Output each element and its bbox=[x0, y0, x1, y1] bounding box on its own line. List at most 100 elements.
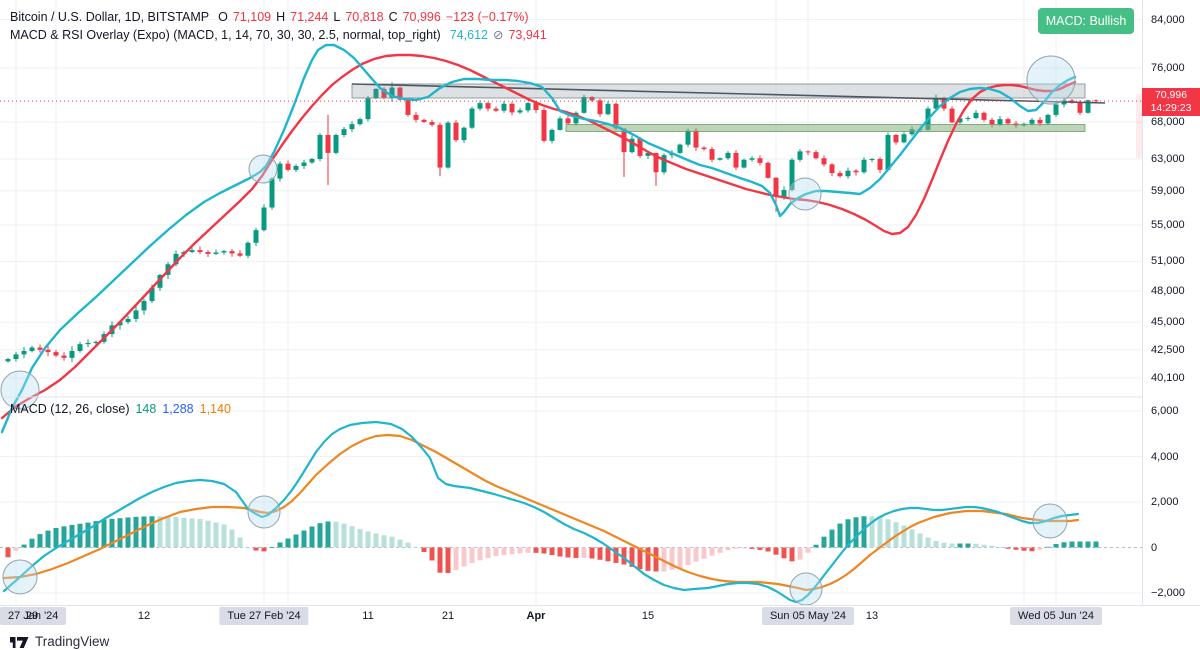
highlight-circle[interactable] bbox=[248, 154, 278, 184]
candle-body bbox=[317, 134, 323, 159]
candle-body bbox=[877, 159, 883, 170]
highlight-circle[interactable] bbox=[1026, 55, 1076, 105]
highlight-circle[interactable] bbox=[1032, 503, 1068, 539]
price-tick-label: 63,000 bbox=[1151, 153, 1185, 165]
macd-histogram-bar bbox=[301, 530, 307, 548]
price-tick-label: 84,000 bbox=[1151, 13, 1185, 26]
header-token: L bbox=[333, 10, 341, 24]
candle-body bbox=[533, 103, 539, 111]
macd-histogram-bar bbox=[461, 547, 467, 567]
candle-body bbox=[469, 108, 475, 128]
macd-histogram-bar bbox=[949, 543, 955, 548]
time-tick-label: 21 bbox=[441, 610, 455, 622]
supply-zone-band[interactable] bbox=[351, 83, 1086, 99]
price-range-strip bbox=[1136, 94, 1142, 158]
highlight-circle[interactable] bbox=[0, 370, 40, 410]
candle-body bbox=[277, 163, 283, 179]
macd-pane-label[interactable]: MACD (12, 26, close) 148 1,288 1,140 bbox=[10, 402, 237, 416]
macd-histogram-bar bbox=[189, 518, 195, 548]
candle-body bbox=[765, 162, 771, 178]
macd-histogram-bar bbox=[941, 542, 947, 548]
macd-histogram-bar bbox=[261, 547, 267, 552]
candle-body bbox=[581, 96, 587, 113]
indicator-header[interactable]: MACD & RSI Overlay (Expo) (MACD, 1, 14, … bbox=[10, 27, 552, 42]
candle-body bbox=[893, 134, 899, 143]
macd-histogram-bar bbox=[485, 547, 491, 558]
macd-histogram-bar bbox=[173, 517, 179, 548]
highlight-circle[interactable] bbox=[788, 177, 822, 211]
macd-histogram-bar bbox=[45, 530, 51, 548]
symbol-header[interactable]: Bitcoin / U.S. Dollar, 1D, BITSTAMP O 71,1… bbox=[10, 10, 534, 24]
price-tick-label: 68,000 bbox=[1151, 115, 1185, 128]
time-tick-label: 13 bbox=[865, 610, 879, 622]
time-tick-label: Apr bbox=[526, 610, 546, 622]
candle-body bbox=[29, 347, 35, 351]
candle-body bbox=[349, 124, 355, 130]
candle-body bbox=[757, 158, 763, 163]
macd-histogram-bar bbox=[533, 547, 539, 553]
macd-histogram-bar bbox=[253, 547, 259, 551]
macd-signal-badge: MACD: Bullish bbox=[1038, 8, 1134, 34]
candle-body bbox=[493, 108, 499, 111]
trendline[interactable] bbox=[351, 83, 1106, 104]
macd-histogram-bar bbox=[589, 547, 595, 559]
macd-histogram-bar bbox=[149, 516, 155, 548]
highlight-circle[interactable] bbox=[789, 572, 823, 606]
highlight-circle[interactable] bbox=[2, 559, 38, 595]
candle-body bbox=[1053, 104, 1059, 115]
macd-histogram-bar bbox=[837, 523, 843, 548]
macd-histogram-bar bbox=[813, 544, 819, 548]
candle-body bbox=[253, 230, 259, 243]
candle-body bbox=[221, 251, 227, 253]
macd-histogram-bar bbox=[965, 543, 971, 548]
candle-body bbox=[749, 158, 755, 160]
macd-histogram-bar bbox=[669, 547, 675, 570]
candle-body bbox=[613, 103, 619, 129]
candle-body bbox=[709, 149, 715, 160]
candle-body bbox=[197, 250, 203, 253]
candle-body bbox=[733, 152, 739, 168]
candle-body bbox=[421, 119, 427, 122]
macd-histogram-bar bbox=[933, 541, 939, 548]
attribution[interactable]: TradingView bbox=[10, 634, 109, 649]
macd-histogram-bar bbox=[853, 517, 859, 548]
candle-body bbox=[325, 134, 331, 153]
macd-histogram-bar bbox=[517, 547, 523, 554]
macd-histogram-bar bbox=[909, 529, 915, 548]
time-axis[interactable]: 27 Jan '24 29 12 Tue 27 Feb '24 11 21 Apr 15 Sun… bbox=[0, 605, 1200, 629]
candle-body bbox=[693, 130, 699, 148]
macd-histogram-bar bbox=[69, 524, 75, 548]
candle-body bbox=[1037, 119, 1043, 124]
candle-body bbox=[517, 110, 523, 113]
slow-ma-line bbox=[0, 53, 1077, 420]
candle-body bbox=[285, 163, 291, 170]
candle-body bbox=[117, 322, 123, 326]
candle-body bbox=[541, 110, 547, 141]
candle-body bbox=[301, 162, 307, 166]
macd-tick-label: 0 bbox=[1151, 541, 1158, 554]
macd-tick-label: 6,000 bbox=[1151, 405, 1179, 417]
macd-histogram-bar bbox=[981, 544, 987, 548]
macd-histogram-bar bbox=[925, 537, 931, 548]
indicator-token: ⊘ bbox=[492, 28, 504, 42]
indicator-token: MACD & RSI Overlay (Expo) (MACD, 1, 14, … bbox=[10, 28, 441, 42]
candle-body bbox=[869, 159, 875, 160]
candle-body bbox=[173, 253, 179, 265]
candle-body bbox=[205, 252, 211, 254]
candle-body bbox=[357, 119, 363, 125]
macd-histogram-bar bbox=[885, 519, 891, 548]
candle-body bbox=[77, 344, 83, 351]
time-tick-label: 12 bbox=[137, 610, 151, 622]
highlight-circle[interactable] bbox=[247, 495, 281, 529]
candle-body bbox=[245, 242, 251, 256]
candle-body bbox=[1005, 119, 1011, 124]
macd-histogram-bar bbox=[493, 547, 499, 557]
candle-body bbox=[437, 124, 443, 168]
candle-body bbox=[413, 114, 419, 120]
demand-zone-band[interactable] bbox=[565, 124, 1086, 132]
candle-body bbox=[445, 122, 451, 168]
candle-body bbox=[389, 87, 395, 98]
macd-histogram-bar bbox=[269, 547, 275, 548]
